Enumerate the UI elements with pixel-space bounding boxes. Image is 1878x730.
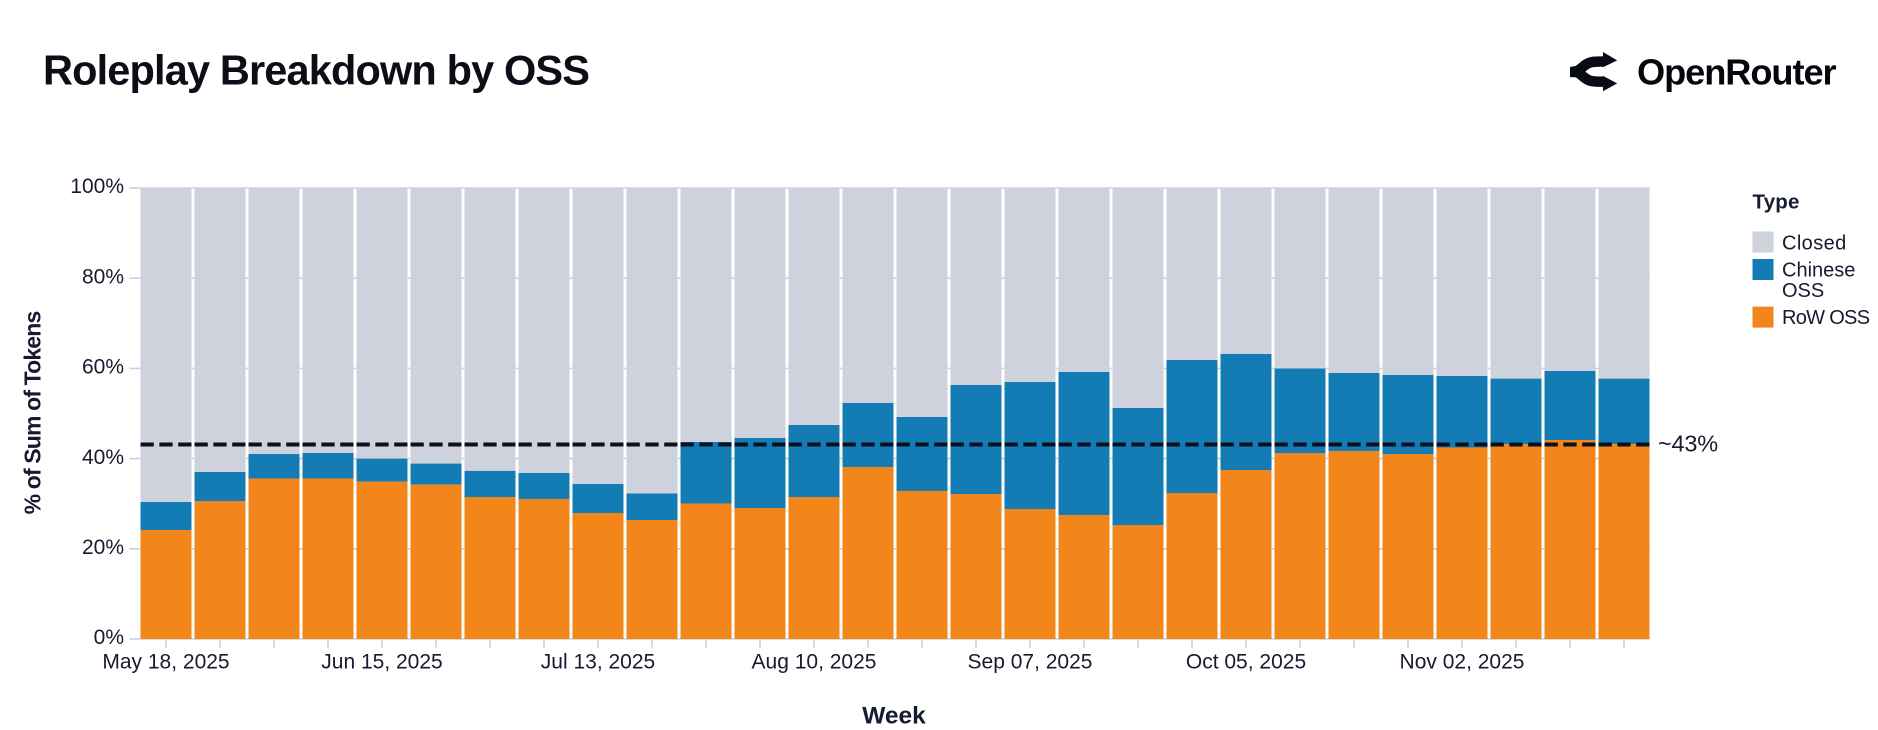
svg-text:Type: Type bbox=[1753, 191, 1800, 214]
svg-text:Roleplay Breakdown by OSS: Roleplay Breakdown by OSS bbox=[43, 47, 589, 94]
svg-text:60%: 60% bbox=[82, 356, 124, 379]
svg-text:OpenRouter: OpenRouter bbox=[1637, 52, 1837, 93]
svg-text:~43%: ~43% bbox=[1658, 431, 1718, 457]
svg-text:0%: 0% bbox=[94, 626, 124, 649]
svg-text:80%: 80% bbox=[82, 265, 124, 288]
svg-text:Closed: Closed bbox=[1782, 232, 1847, 254]
svg-text:RoW OSS: RoW OSS bbox=[1782, 307, 1870, 329]
svg-text:Nov 02, 2025: Nov 02, 2025 bbox=[1400, 651, 1525, 674]
svg-text:May 18, 2025: May 18, 2025 bbox=[102, 651, 229, 674]
svg-text:Chinese: Chinese bbox=[1782, 259, 1855, 281]
svg-text:% of Sum of Tokens: % of Sum of Tokens bbox=[20, 312, 46, 515]
svg-text:Jul 13, 2025: Jul 13, 2025 bbox=[541, 651, 655, 674]
svg-text:Jun 15, 2025: Jun 15, 2025 bbox=[321, 651, 442, 674]
svg-text:Aug 10, 2025: Aug 10, 2025 bbox=[752, 651, 877, 674]
svg-text:Week: Week bbox=[862, 703, 926, 730]
svg-text:20%: 20% bbox=[82, 536, 124, 559]
svg-text:100%: 100% bbox=[70, 175, 124, 198]
svg-text:Sep 07, 2025: Sep 07, 2025 bbox=[968, 651, 1093, 674]
svg-text:40%: 40% bbox=[82, 446, 124, 469]
svg-text:OSS: OSS bbox=[1782, 280, 1824, 302]
svg-text:Oct 05, 2025: Oct 05, 2025 bbox=[1186, 651, 1306, 674]
